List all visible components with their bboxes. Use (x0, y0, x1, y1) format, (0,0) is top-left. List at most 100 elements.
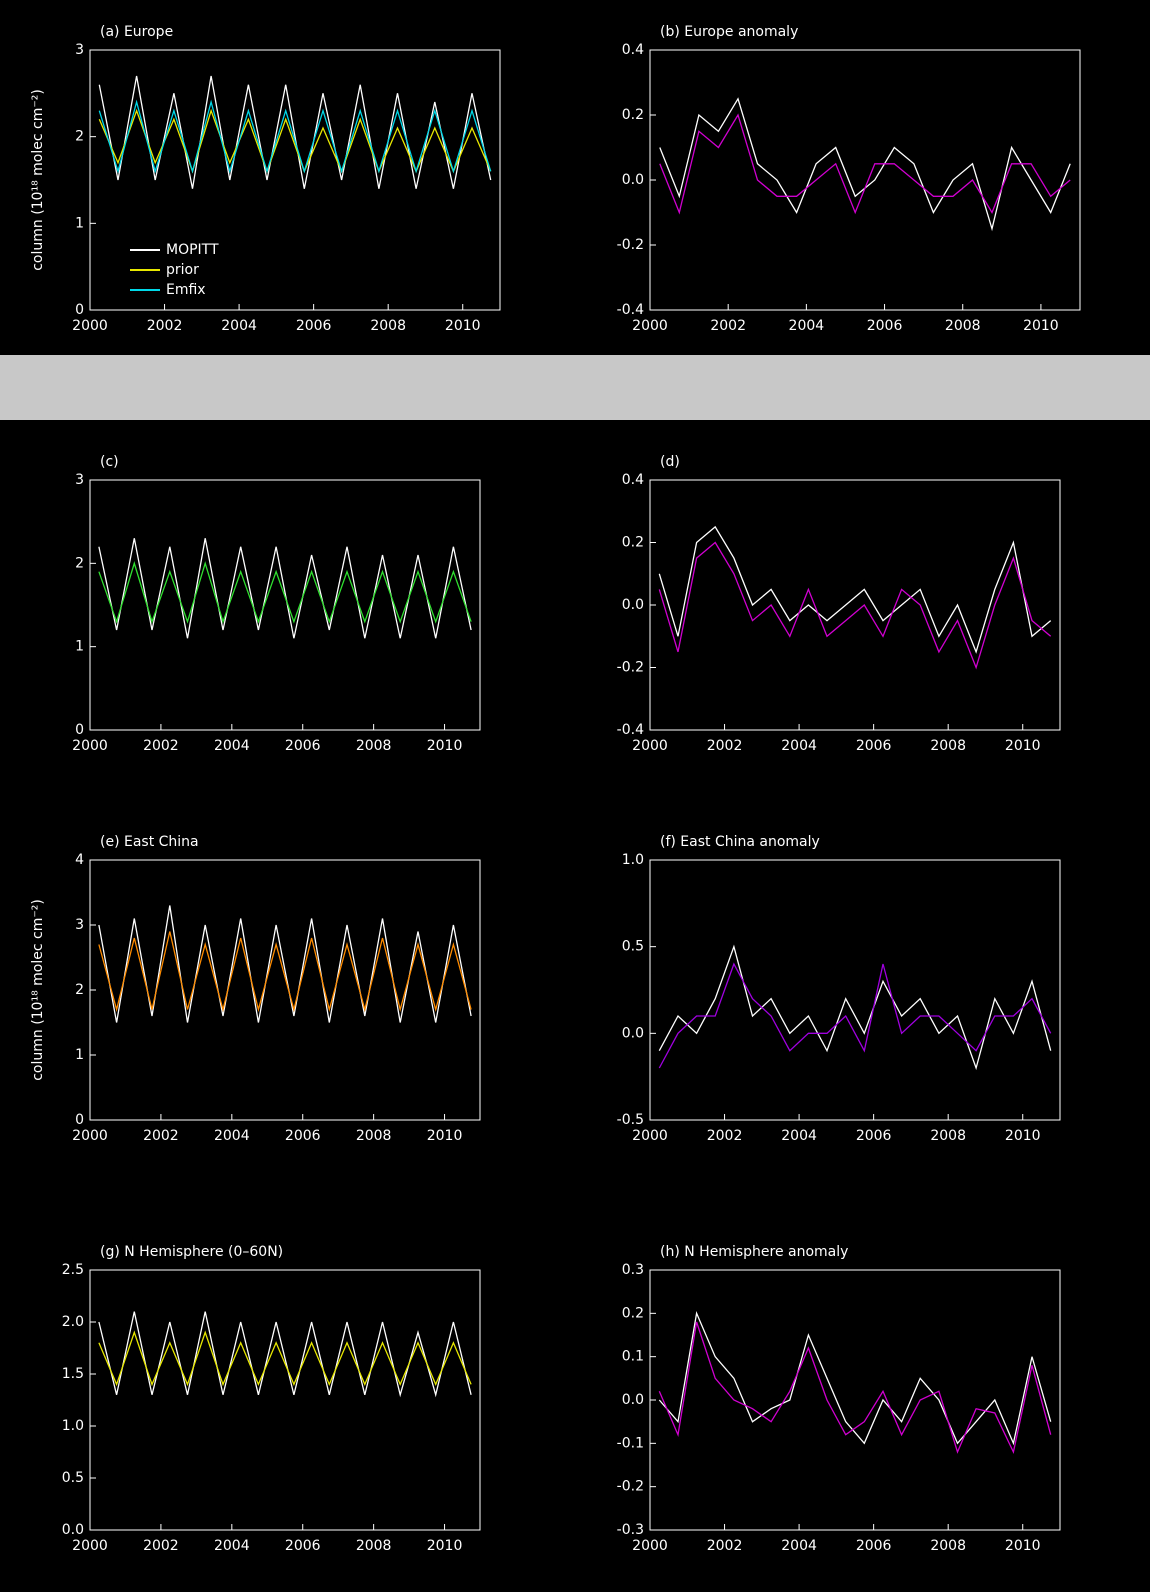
y-tick-label: 2.5 (62, 1262, 84, 1278)
y-tick-label: 0.0 (62, 1522, 84, 1538)
y-tick-label: 3 (75, 472, 84, 488)
x-tick-label: 2002 (143, 1128, 179, 1144)
panel-title: (a) Europe (100, 24, 173, 40)
x-tick-label: 2002 (707, 738, 743, 754)
x-tick-label: 2010 (427, 1128, 463, 1144)
y-tick-label: -0.1 (617, 1435, 644, 1451)
panel-title: (e) East China (100, 834, 199, 850)
plot-frame (90, 1270, 480, 1530)
plot-frame (650, 480, 1060, 730)
x-tick-label: 2010 (427, 738, 463, 754)
series-line (659, 543, 1050, 668)
y-tick-label: -0.2 (617, 237, 644, 253)
y-tick-label: -0.4 (617, 302, 644, 318)
x-tick-label: 2004 (781, 738, 817, 754)
glitch-band (0, 355, 1150, 420)
plot-frame (650, 860, 1060, 1120)
x-tick-label: 2004 (781, 1128, 817, 1144)
x-tick-label: 2010 (1005, 738, 1041, 754)
y-tick-label: 0.1 (622, 1349, 644, 1365)
x-tick-label: 2004 (214, 1538, 250, 1554)
x-tick-label: 2002 (143, 738, 179, 754)
legend-label: Emfix (166, 282, 206, 298)
x-tick-label: 2006 (856, 1538, 892, 1554)
x-tick-label: 2002 (707, 1538, 743, 1554)
plot-frame (650, 50, 1080, 310)
y-tick-label: 1 (75, 1047, 84, 1063)
y-tick-label: 0.5 (622, 939, 644, 955)
x-tick-label: 2010 (427, 1538, 463, 1554)
y-tick-label: 0 (75, 1112, 84, 1128)
y-tick-label: 1 (75, 639, 84, 655)
x-tick-label: 2006 (285, 738, 321, 754)
y-tick-label: 0.2 (622, 1305, 644, 1321)
x-tick-label: 2010 (445, 318, 481, 334)
x-tick-label: 2006 (856, 1128, 892, 1144)
y-tick-label: 0 (75, 302, 84, 318)
x-tick-label: 2010 (1023, 318, 1059, 334)
legend-label: MOPITT (166, 242, 219, 258)
panel-title: (c) (100, 454, 119, 470)
panel-title: (h) N Hemisphere anomaly (660, 1244, 848, 1260)
x-tick-label: 2008 (356, 1128, 392, 1144)
y-tick-label: 0.2 (622, 535, 644, 551)
series-line (99, 1312, 471, 1395)
series-line (660, 115, 1070, 213)
x-tick-label: 2004 (214, 1128, 250, 1144)
x-tick-label: 2002 (147, 318, 183, 334)
series-line (660, 99, 1070, 229)
y-tick-label: 0.3 (622, 1262, 644, 1278)
y-tick-label: 0.0 (622, 172, 644, 188)
x-tick-label: 2000 (72, 738, 108, 754)
x-tick-label: 2008 (356, 1538, 392, 1554)
y-axis-label: column (10¹⁸ molec cm⁻²) (30, 899, 46, 1081)
plot-frame (650, 1270, 1060, 1530)
y-tick-label: 0.0 (622, 597, 644, 613)
y-tick-label: -0.2 (617, 1479, 644, 1495)
x-tick-label: 2004 (789, 318, 825, 334)
x-tick-label: 2002 (710, 318, 746, 334)
y-tick-label: 0.5 (62, 1470, 84, 1486)
plot-frame (90, 860, 480, 1120)
y-tick-label: 2 (75, 129, 84, 145)
y-tick-label: 0.0 (622, 1392, 644, 1408)
y-tick-label: 0.2 (622, 107, 644, 123)
y-tick-label: 2.0 (62, 1314, 84, 1330)
series-line (659, 1313, 1050, 1443)
y-tick-label: 1.5 (62, 1366, 84, 1382)
x-tick-label: 2006 (296, 318, 332, 334)
x-tick-label: 2008 (945, 318, 981, 334)
series-line (99, 76, 490, 189)
y-tick-label: 0.4 (622, 472, 644, 488)
series-line (99, 538, 471, 638)
y-tick-label: -0.4 (617, 722, 644, 738)
series-line (659, 527, 1050, 652)
panel-title: (b) Europe anomaly (660, 24, 798, 40)
x-tick-label: 2006 (285, 1128, 321, 1144)
x-tick-label: 2000 (72, 1128, 108, 1144)
page: {"chart_data":[ {"type":"line","title":"… (0, 0, 1150, 1592)
y-tick-label: -0.2 (617, 660, 644, 676)
x-tick-label: 2006 (867, 318, 903, 334)
x-tick-label: 2010 (1005, 1128, 1041, 1144)
panel-title: (g) N Hemisphere (0–60N) (100, 1244, 283, 1260)
x-tick-label: 2008 (930, 738, 966, 754)
figure: (a) Europecolumn (10¹⁸ molec cm⁻²)012320… (0, 0, 1150, 1592)
y-tick-label: 1.0 (62, 1418, 84, 1434)
y-tick-label: 3 (75, 42, 84, 58)
x-tick-label: 2004 (214, 738, 250, 754)
y-tick-label: 4 (75, 852, 84, 868)
y-tick-label: 2 (75, 982, 84, 998)
x-tick-label: 2006 (285, 1538, 321, 1554)
panel-title: (d) (660, 454, 680, 470)
panel-title: (f) East China anomaly (660, 834, 820, 850)
x-tick-label: 2000 (72, 318, 108, 334)
x-tick-label: 2004 (781, 1538, 817, 1554)
x-tick-label: 2000 (632, 318, 668, 334)
x-tick-label: 2008 (370, 318, 406, 334)
y-tick-label: -0.5 (617, 1112, 644, 1128)
x-tick-label: 2002 (707, 1128, 743, 1144)
y-tick-label: 2 (75, 555, 84, 571)
x-tick-label: 2002 (143, 1538, 179, 1554)
x-tick-label: 2000 (632, 1538, 668, 1554)
